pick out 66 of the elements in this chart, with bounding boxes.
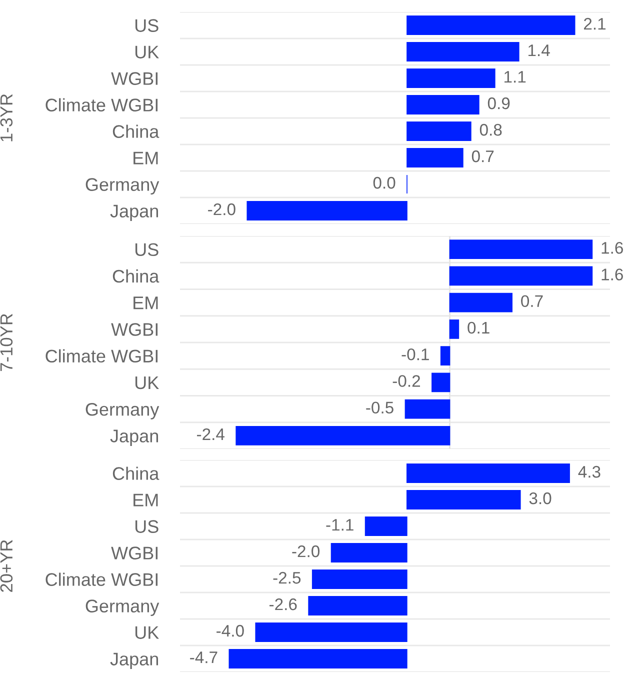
data-label: -2.0 [208, 203, 236, 216]
bar [406, 68, 496, 88]
bar [449, 319, 460, 339]
data-label: 1.1 [504, 71, 526, 83]
y-tick-label: UK [135, 376, 159, 390]
data-label: 1.4 [528, 44, 550, 56]
bar [449, 266, 593, 286]
y-tick-label: EM [134, 494, 158, 506]
bar [406, 42, 520, 62]
y-tick-label: EM [134, 296, 158, 310]
data-label: 0.9 [488, 97, 510, 110]
y-tick-label: UK [135, 46, 159, 58]
data-label: -0.5 [366, 402, 394, 414]
data-label: -0.2 [392, 375, 420, 387]
y-tick-label: China [112, 124, 160, 138]
bar [406, 16, 576, 35]
y-tick-label: Climate WGBI [46, 572, 158, 586]
y-tick-label: Germany [86, 402, 160, 420]
data-label: 0.1 [468, 322, 490, 334]
data-label: -0.1 [402, 348, 429, 360]
bar [432, 372, 450, 392]
y-tick-label: Climate WGBI [46, 349, 158, 363]
data-label: -2.4 [197, 428, 224, 440]
bar [236, 426, 450, 446]
y-tick-label: Germany [86, 600, 160, 616]
y-tick-label: Germany [86, 178, 160, 195]
bar [406, 95, 480, 114]
data-label: 1.6 [602, 242, 623, 254]
y-tick-label: WGBI [111, 323, 158, 336]
data-label: 2.1 [584, 18, 606, 30]
data-label: -2.5 [273, 572, 301, 584]
y-axis-title: 7-10YR [0, 314, 13, 372]
bar [449, 292, 512, 312]
bar [406, 122, 472, 141]
data-label: 0.7 [521, 295, 543, 308]
y-tick-label: US [135, 243, 158, 256]
y-tick-label: UK [135, 626, 159, 639]
data-label: 0.0 [373, 176, 396, 189]
y-tick-label: China [112, 269, 160, 283]
y-tick-label: WGBI [111, 72, 158, 85]
y-tick-label: China [112, 466, 160, 480]
y-tick-label: US [135, 520, 158, 533]
data-label: 1.6 [602, 268, 623, 280]
data-label: -2.0 [292, 545, 320, 558]
y-tick-label: Japan [110, 652, 158, 670]
y-tick-label: US [135, 19, 158, 32]
y-tick-label: Japan [110, 204, 158, 222]
data-label: 3.0 [529, 492, 552, 504]
data-label: 0.7 [472, 150, 494, 162]
y-axis-title: 1-3YR [0, 94, 13, 142]
y-tick-label: EM [134, 152, 158, 164]
bar [440, 346, 450, 366]
y-tick-label: Climate WGBI [46, 98, 158, 112]
data-label: -4.0 [216, 624, 244, 637]
data-label: -1.1 [326, 519, 354, 531]
y-tick-label: Japan [110, 430, 158, 446]
bar [404, 399, 450, 419]
data-label: -2.6 [269, 598, 297, 610]
data-label: -4.7 [190, 652, 218, 664]
data-label: 4.3 [578, 466, 600, 478]
bar [406, 148, 464, 168]
data-label: 0.8 [480, 124, 502, 136]
bar [449, 240, 593, 260]
y-axis-title: 20+YR [0, 540, 13, 592]
y-tick-label: WGBI [111, 546, 158, 560]
bar [246, 201, 408, 220]
